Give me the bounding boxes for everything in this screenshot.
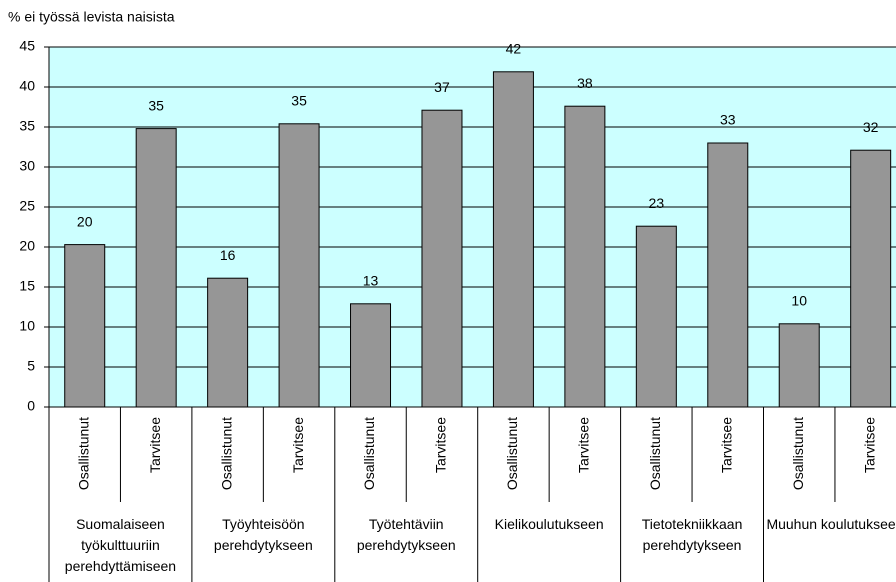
x-tick-label: Tarvitsee [290, 417, 306, 473]
group-label: Muuhun koulutukseen [766, 516, 896, 532]
x-tick-label: Tarvitsee [576, 417, 592, 473]
x-tick-label: Osallistunut [75, 417, 91, 490]
plot-area [48, 46, 896, 408]
data-label: 23 [649, 195, 665, 211]
bar [635, 225, 677, 408]
data-label: 42 [506, 41, 522, 57]
y-tick-label: 35 [19, 118, 35, 134]
group-label: Työyhteisöön perehdytykseen [213, 516, 313, 553]
bar [707, 142, 749, 408]
bar [492, 71, 534, 408]
data-label: 37 [434, 79, 450, 95]
y-tick-label: 25 [19, 198, 35, 214]
data-label: 16 [220, 247, 236, 263]
bar [350, 303, 392, 408]
data-label: 13 [363, 273, 379, 289]
y-tick-label: 5 [27, 358, 35, 374]
data-label: 33 [720, 112, 736, 128]
group-label: Tietotekniikkaan perehdytykseen [641, 516, 743, 553]
bar [278, 123, 320, 408]
x-tick-label: Osallistunut [361, 417, 377, 490]
x-tick-label: Osallistunut [218, 417, 234, 490]
y-tick-label: 45 [19, 38, 35, 54]
x-tick-label: Tarvitsee [433, 417, 449, 473]
y-tick-label: 30 [19, 158, 35, 174]
data-label: 32 [863, 119, 879, 135]
bar [64, 244, 106, 408]
data-label: 10 [791, 293, 807, 309]
y-tick-label: 15 [19, 278, 35, 294]
y-axis-title: % ei työssä levista naisista [8, 9, 175, 25]
x-tick-label: Tarvitsee [147, 417, 163, 473]
x-tick-label: Tarvitsee [861, 417, 877, 473]
y-tick-label: 20 [19, 238, 35, 254]
x-tick-label: Osallistunut [504, 417, 520, 490]
bar [850, 149, 892, 408]
group-label: Suomalaiseen työkulttuuriin perehdyttämi… [64, 516, 177, 574]
data-label: 20 [77, 213, 93, 229]
bar [207, 277, 249, 408]
bar [135, 128, 177, 408]
data-label: 38 [577, 75, 593, 91]
x-tick-label: Osallistunut [790, 417, 806, 490]
x-tick-label: Tarvitsee [718, 417, 734, 473]
bar [778, 323, 820, 408]
group-label: Kielikoulutukseen [494, 516, 604, 532]
y-tick-label: 10 [19, 318, 35, 334]
data-label: 35 [291, 93, 307, 109]
group-label: Työtehtäviin perehdytykseen [356, 516, 456, 553]
y-tick-label: 0 [27, 398, 35, 414]
data-label: 35 [148, 97, 164, 113]
bar [564, 105, 606, 408]
bar [421, 109, 463, 408]
x-tick-label: Osallistunut [647, 417, 663, 490]
y-tick-label: 40 [19, 78, 35, 94]
